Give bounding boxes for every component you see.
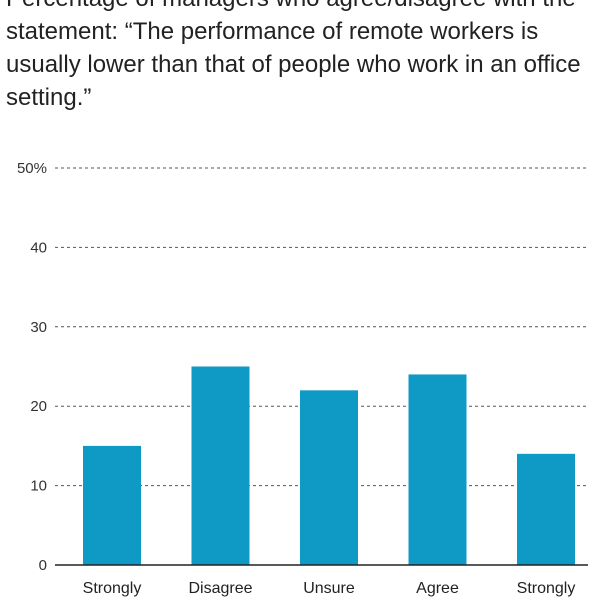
- bar: [83, 445, 141, 565]
- y-tick-label: 40: [30, 239, 47, 256]
- y-tick-label: 30: [30, 319, 47, 336]
- bar: [408, 374, 467, 565]
- x-axis-labels: Strongly Disagree Unsure Agree Strongly: [83, 580, 576, 597]
- x-tick-label: Disagree: [188, 580, 252, 597]
- y-axis-ticks: 0 10 20 30 40 50%: [17, 160, 47, 574]
- x-tick-label: Unsure: [303, 580, 355, 597]
- bars: [83, 366, 575, 565]
- y-tick-label: 10: [30, 478, 47, 495]
- y-tick-label: 50%: [17, 160, 47, 177]
- x-tick-label: Agree: [416, 580, 459, 597]
- x-tick-label: Strongly: [83, 580, 142, 597]
- chart-title: Percentage of managers who agree/disagre…: [6, 0, 581, 111]
- bar: [517, 453, 575, 565]
- bar: [300, 390, 358, 565]
- x-tick-label: Strongly: [517, 580, 576, 597]
- y-tick-label: 20: [30, 398, 47, 415]
- bar: [191, 366, 250, 565]
- y-tick-label: 0: [39, 557, 47, 574]
